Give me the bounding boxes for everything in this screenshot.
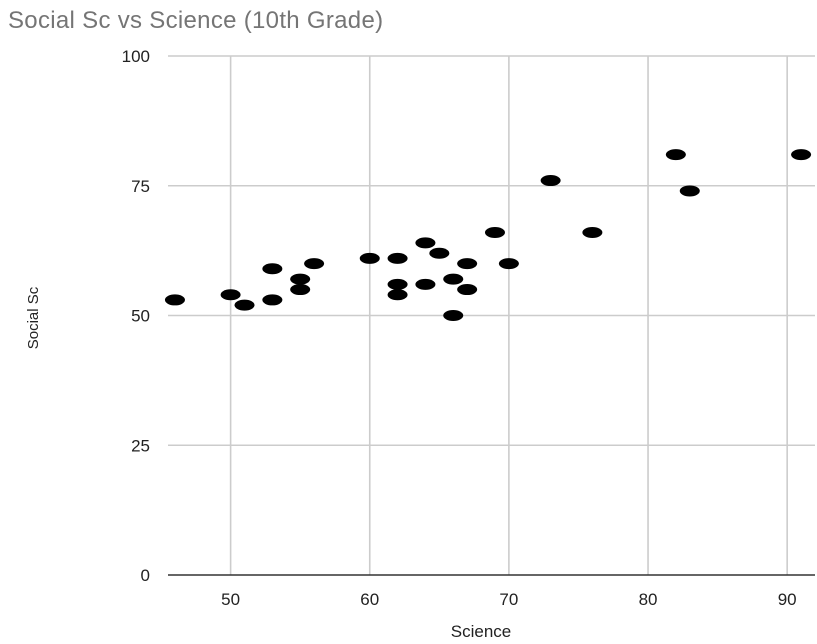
data-point-24	[679, 185, 700, 197]
y-tick-label-100: 100	[122, 47, 150, 66]
y-gridlines	[168, 55, 815, 576]
y-axis-title: Social Sc	[25, 286, 42, 349]
data-point-7	[304, 258, 325, 270]
y-tick-label-75: 75	[131, 177, 150, 196]
x-tick-labels: 50 60 70 80 90	[221, 590, 796, 609]
x-axis-title: Science	[451, 622, 511, 641]
data-point-21	[540, 175, 561, 187]
x-tick-label-50: 50	[221, 590, 240, 609]
data-points	[164, 149, 812, 321]
data-point-19	[484, 226, 505, 238]
data-point-1	[220, 289, 241, 301]
data-point-0	[164, 294, 185, 306]
data-point-18	[457, 284, 478, 296]
data-point-20	[498, 258, 519, 270]
data-point-12	[415, 237, 436, 249]
data-point-25	[791, 149, 812, 161]
data-point-5	[290, 273, 311, 285]
data-point-14	[429, 247, 450, 259]
y-tick-label-0: 0	[141, 566, 150, 585]
data-point-22	[582, 226, 603, 238]
data-point-4	[262, 294, 283, 306]
y-tick-labels: 0 25 50 75 100	[122, 47, 150, 585]
data-point-10	[387, 278, 408, 290]
data-point-2	[234, 299, 255, 311]
x-tick-label-60: 60	[360, 590, 379, 609]
data-point-16	[443, 310, 464, 321]
x-tick-label-70: 70	[499, 590, 518, 609]
y-tick-label-25: 25	[131, 436, 150, 455]
data-point-11	[387, 289, 408, 301]
data-point-13	[415, 278, 436, 290]
data-point-3	[262, 263, 283, 275]
data-point-9	[387, 252, 408, 264]
chart-title: Social Sc vs Science (10th Grade)	[8, 7, 383, 34]
data-point-23	[665, 149, 686, 161]
y-tick-label-50: 50	[131, 307, 150, 326]
data-point-17	[457, 258, 478, 270]
data-point-8	[359, 252, 380, 264]
data-point-6	[290, 284, 311, 296]
x-tick-label-80: 80	[639, 590, 658, 609]
x-tick-label-90: 90	[778, 590, 797, 609]
data-point-15	[443, 273, 464, 285]
